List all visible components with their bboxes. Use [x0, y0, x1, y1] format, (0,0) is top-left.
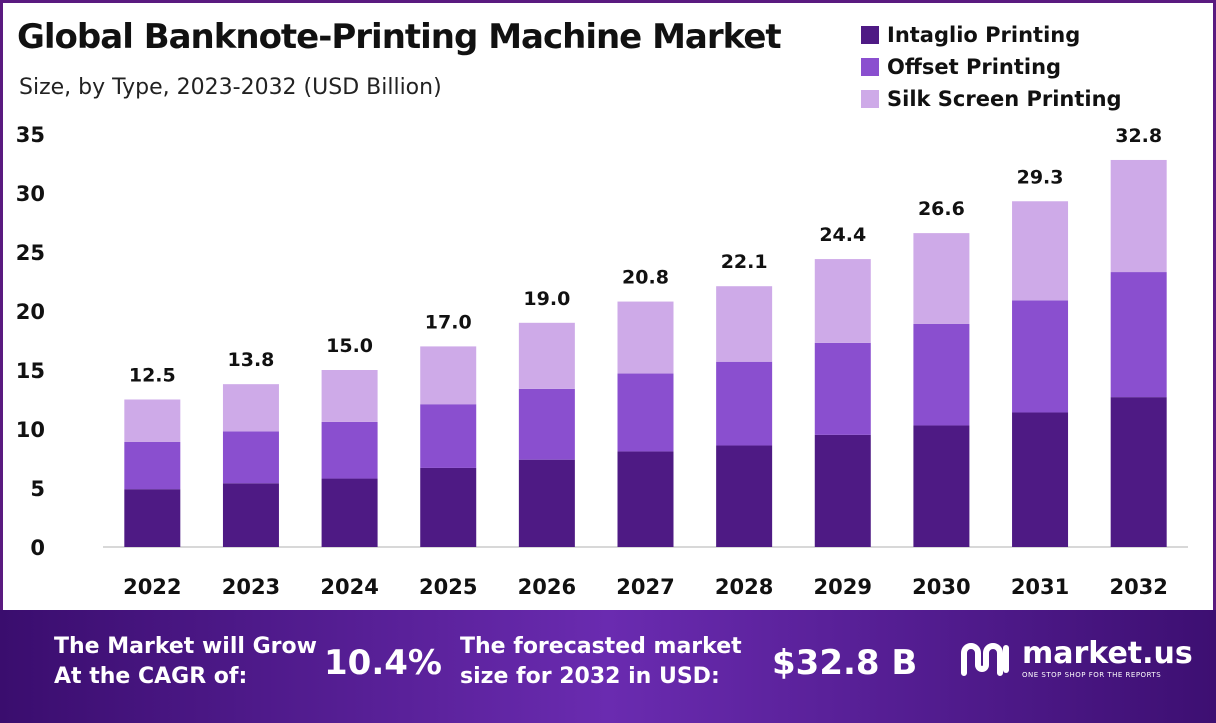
bar-total-label: 26.6 [918, 198, 965, 220]
legend-item-intaglio: Intaglio Printing [861, 19, 1122, 51]
legend-label-intaglio: Intaglio Printing [887, 23, 1081, 47]
bar-segment-intaglio [1110, 397, 1167, 547]
bar-total-label: 22.1 [721, 251, 768, 273]
brand-name: market.us [1022, 636, 1193, 671]
bar-segment-offset [913, 323, 970, 426]
bar-segment-silk [814, 259, 871, 343]
y-tick-label: 30 [16, 182, 45, 206]
x-tick-label: 2023 [222, 575, 280, 599]
y-tick-label: 25 [16, 241, 45, 265]
bar-total-label: 20.8 [622, 267, 669, 289]
bar-segment-offset [1012, 300, 1069, 413]
bar-total-label: 19.0 [523, 288, 570, 310]
x-tick-label: 2025 [419, 575, 477, 599]
bar-segment-intaglio [124, 489, 181, 547]
y-tick-label: 0 [30, 536, 45, 560]
bar-segment-offset [518, 388, 575, 460]
y-tick-label: 15 [16, 359, 45, 383]
market-size-label: The forecasted market size for 2032 in U… [460, 632, 742, 692]
cagr-label-line1: The Market will Grow [54, 634, 317, 659]
x-tick-label: 2032 [1109, 575, 1167, 599]
y-tick-label: 20 [16, 300, 45, 324]
market-size-label-line2: size for 2032 in USD: [460, 664, 720, 689]
bar-segment-silk [716, 286, 773, 362]
chart-title: Global Banknote-Printing Machine Market [17, 17, 782, 57]
legend-swatch-intaglio [861, 26, 879, 44]
bar-total-label: 12.5 [129, 365, 176, 387]
cagr-label: The Market will Grow At the CAGR of: [54, 632, 317, 692]
bar-segment-silk [124, 399, 181, 442]
x-tick-label: 2030 [912, 575, 970, 599]
bar-segment-intaglio [913, 425, 970, 547]
legend-item-silk: Silk Screen Printing [861, 83, 1122, 115]
bar-chart: 0510152025303512.5202213.8202315.0202417… [16, 123, 1188, 599]
bar-segment-silk [1110, 159, 1167, 273]
bar-segment-offset [617, 373, 674, 452]
bar-segment-offset [222, 431, 279, 484]
bar-segment-intaglio [1012, 412, 1069, 547]
chart-subtitle: Size, by Type, 2023-2032 (USD Billion) [19, 75, 442, 100]
bar-segment-silk [1012, 201, 1069, 301]
bar-segment-silk [222, 384, 279, 432]
bar-segment-offset [716, 361, 773, 446]
brand-tagline: ONE STOP SHOP FOR THE REPORTS [1022, 671, 1162, 679]
y-tick-label: 10 [16, 418, 45, 442]
legend-label-offset: Offset Printing [887, 55, 1062, 79]
market-size-label-line1: The forecasted market [460, 634, 742, 659]
legend-item-offset: Offset Printing [861, 51, 1122, 83]
bar-segment-silk [617, 301, 674, 374]
bar-segment-offset [321, 421, 378, 479]
bar-segment-intaglio [617, 451, 674, 547]
legend: Intaglio Printing Offset Printing Silk S… [861, 19, 1122, 115]
bar-segment-offset [814, 342, 871, 435]
y-tick-label: 35 [16, 123, 45, 147]
bar-total-label: 17.0 [425, 311, 472, 333]
bar-total-label: 32.8 [1115, 125, 1162, 147]
bar-segment-intaglio [420, 467, 477, 547]
bar-segment-silk [420, 346, 477, 405]
bar-segment-intaglio [222, 483, 279, 547]
footer-banner: The Market will Grow At the CAGR of: 10.… [0, 610, 1216, 723]
x-tick-label: 2028 [715, 575, 773, 599]
bar-total-label: 29.3 [1017, 166, 1064, 188]
bar-segment-silk [913, 233, 970, 324]
legend-label-silk: Silk Screen Printing [887, 87, 1122, 111]
legend-swatch-offset [861, 58, 879, 76]
market-size-value: $32.8 B [772, 643, 918, 683]
x-tick-label: 2029 [814, 575, 872, 599]
x-tick-label: 2022 [123, 575, 181, 599]
cagr-label-line2: At the CAGR of: [54, 664, 248, 689]
market-us-logo-icon [960, 639, 1012, 679]
bar-segment-intaglio [518, 459, 575, 547]
bar-total-label: 15.0 [326, 335, 373, 357]
bar-segment-intaglio [814, 434, 871, 547]
x-tick-label: 2024 [320, 575, 378, 599]
x-tick-label: 2027 [616, 575, 674, 599]
x-tick-label: 2031 [1011, 575, 1069, 599]
cagr-value: 10.4% [324, 643, 442, 683]
bar-segment-intaglio [716, 445, 773, 547]
y-tick-label: 5 [30, 477, 45, 501]
bar-segment-silk [321, 370, 378, 422]
bar-segment-intaglio [321, 478, 378, 547]
brand-logo: market.us ONE STOP SHOP FOR THE REPORTS [960, 638, 1193, 680]
bar-total-label: 13.8 [228, 349, 275, 371]
x-tick-label: 2026 [518, 575, 576, 599]
bar-segment-offset [1110, 272, 1167, 398]
legend-swatch-silk [861, 90, 879, 108]
bar-segment-silk [518, 322, 575, 389]
bar-segment-offset [420, 404, 477, 468]
bar-segment-offset [124, 441, 181, 490]
bar-total-label: 24.4 [819, 224, 866, 246]
